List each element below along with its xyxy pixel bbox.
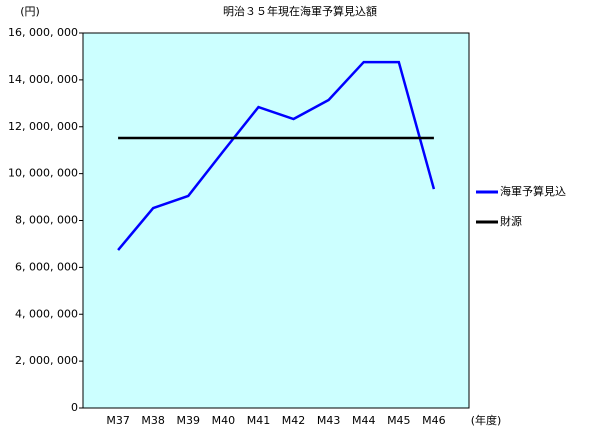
x-tick-label: M42 — [282, 414, 306, 427]
y-tick-label: 14, 000, 000 — [8, 73, 78, 86]
x-tick-label: M39 — [177, 414, 201, 427]
y-tick-label: 12, 000, 000 — [8, 120, 78, 133]
y-tick-label: 0 — [71, 401, 78, 414]
x-tick-label: M37 — [106, 414, 130, 427]
legend-label: 財源 — [500, 214, 522, 228]
x-tick-label: M38 — [141, 414, 165, 427]
x-tick-label: M45 — [387, 414, 411, 427]
y-tick-label: 4, 000, 000 — [15, 307, 78, 320]
y-tick-label: 16, 000, 000 — [8, 26, 78, 39]
y-tick-label: 2, 000, 000 — [15, 354, 78, 367]
y-tick-label: 8, 000, 000 — [15, 214, 78, 227]
y-tick-label: 6, 000, 000 — [15, 260, 78, 273]
y-tick-label: 10, 000, 000 — [8, 167, 78, 180]
legend-label: 海軍予算見込 — [500, 184, 566, 198]
x-tick-label: M44 — [352, 414, 376, 427]
y-unit: (円) — [20, 5, 40, 18]
chart-title: 明治３５年現在海軍予算見込額 — [223, 4, 377, 18]
plot-area — [82, 32, 470, 409]
x-tick-label: M46 — [422, 414, 446, 427]
x-tick-label: M41 — [247, 414, 271, 427]
series-line — [117, 60, 436, 251]
x-unit: (年度) — [471, 413, 502, 427]
x-tick-label: M43 — [317, 414, 341, 427]
x-tick-label: M40 — [212, 414, 236, 427]
